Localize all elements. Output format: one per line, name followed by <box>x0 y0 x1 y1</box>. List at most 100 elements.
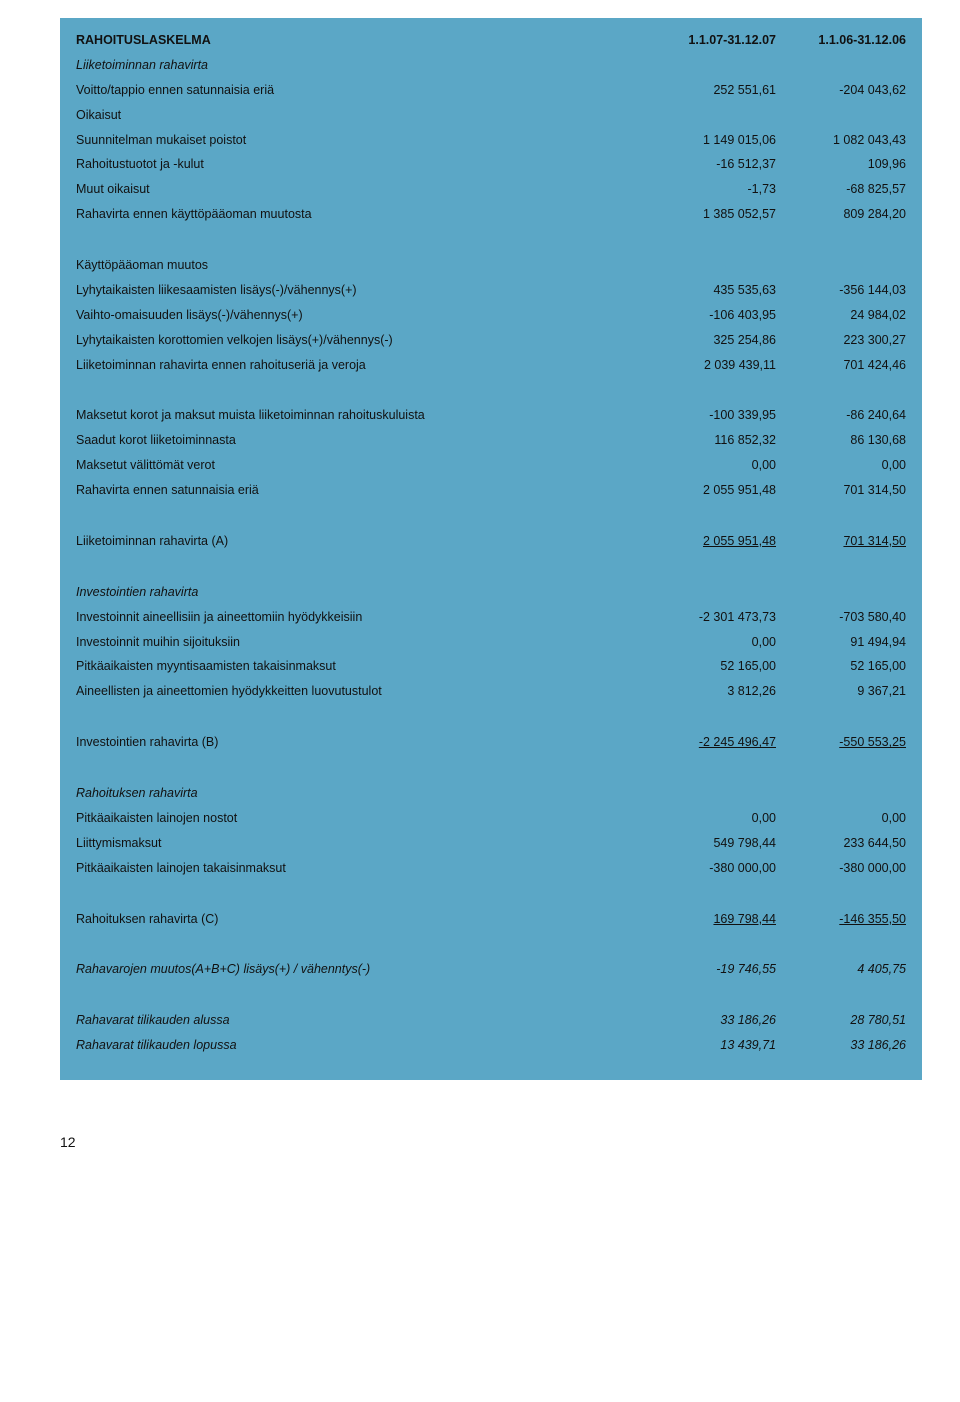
section-heading: Rahoituksen rahavirta <box>76 785 906 802</box>
row-value-1: 33 186,26 <box>636 1012 776 1029</box>
table-row: Vaihto-omaisuuden lisäys(-)/vähennys(+) … <box>76 307 906 324</box>
subtotal-c: Rahoituksen rahavirta (C) 169 798,44 -14… <box>76 911 906 928</box>
heading-label: Rahoituksen rahavirta <box>76 785 636 802</box>
page: RAHOITUSLASKELMA 1.1.07-31.12.07 1.1.06-… <box>0 18 960 1150</box>
row-value-1: 0,00 <box>636 810 776 827</box>
row-value-2: 91 494,94 <box>776 634 906 651</box>
row-value-2: 701 314,50 <box>776 482 906 499</box>
row-label: Liittymismaksut <box>76 835 636 852</box>
closing-cash-row: Rahavarat tilikauden lopussa 13 439,71 3… <box>76 1037 906 1054</box>
row-value-1: -380 000,00 <box>636 860 776 877</box>
section-heading: Käyttöpääoman muutos <box>76 257 906 274</box>
table-row: Aineellisten ja aineettomien hyödykkeitt… <box>76 683 906 700</box>
row-value-1: 549 798,44 <box>636 835 776 852</box>
table-row: Lyhytaikaisten liikesaamisten lisäys(-)/… <box>76 282 906 299</box>
row-label: Vaihto-omaisuuden lisäys(-)/vähennys(+) <box>76 307 636 324</box>
row-value-2: 86 130,68 <box>776 432 906 449</box>
row-label: Pitkäaikaisten lainojen takaisinmaksut <box>76 860 636 877</box>
row-value-2: 24 984,02 <box>776 307 906 324</box>
net-change-row: Rahavarojen muutos(A+B+C) lisäys(+) / vä… <box>76 961 906 978</box>
row-label: Rahoitustuotot ja -kulut <box>76 156 636 173</box>
row-value-2: 9 367,21 <box>776 683 906 700</box>
table-row: Lyhytaikaisten korottomien velkojen lisä… <box>76 332 906 349</box>
row-value-1: -19 746,55 <box>636 961 776 978</box>
row-value-2: 52 165,00 <box>776 658 906 675</box>
row-label: Rahavirta ennen käyttöpääoman muutosta <box>76 206 636 223</box>
subtotal-value-1: 169 798,44 <box>636 911 776 928</box>
table-row: Liiketoiminnan rahavirta ennen rahoituse… <box>76 357 906 374</box>
row-value-1: -2 301 473,73 <box>636 609 776 626</box>
opening-cash-row: Rahavarat tilikauden alussa 33 186,26 28… <box>76 1012 906 1029</box>
row-label: Lyhytaikaisten korottomien velkojen lisä… <box>76 332 636 349</box>
table-row: Saadut korot liiketoiminnasta 116 852,32… <box>76 432 906 449</box>
row-value-2: 809 284,20 <box>776 206 906 223</box>
cashflow-statement: RAHOITUSLASKELMA 1.1.07-31.12.07 1.1.06-… <box>60 18 922 1080</box>
table-row: Maksetut välittömät verot 0,00 0,00 <box>76 457 906 474</box>
table-row: Suunnitelman mukaiset poistot 1 149 015,… <box>76 132 906 149</box>
row-label: Saadut korot liiketoiminnasta <box>76 432 636 449</box>
table-row: Rahoitustuotot ja -kulut -16 512,37 109,… <box>76 156 906 173</box>
row-value-1: 0,00 <box>636 634 776 651</box>
table-row: Rahavirta ennen käyttöpääoman muutosta 1… <box>76 206 906 223</box>
subtotal-label: Rahoituksen rahavirta (C) <box>76 911 636 928</box>
table-row: Maksetut korot ja maksut muista liiketoi… <box>76 407 906 424</box>
row-value-2 <box>776 107 906 124</box>
period-2: 1.1.06-31.12.06 <box>776 32 906 49</box>
subtotal-value-2: -550 553,25 <box>776 734 906 751</box>
subtotal-label: Investointien rahavirta (B) <box>76 734 636 751</box>
row-value-1: 2 039 439,11 <box>636 357 776 374</box>
subtotal-value-1: 2 055 951,48 <box>636 533 776 550</box>
row-value-2: 1 082 043,43 <box>776 132 906 149</box>
subtotal-a: Liiketoiminnan rahavirta (A) 2 055 951,4… <box>76 533 906 550</box>
row-value-2: -68 825,57 <box>776 181 906 198</box>
row-value-1: 2 055 951,48 <box>636 482 776 499</box>
row-label: Rahavarojen muutos(A+B+C) lisäys(+) / vä… <box>76 961 636 978</box>
row-value-1: -1,73 <box>636 181 776 198</box>
row-label: Rahavarat tilikauden lopussa <box>76 1037 636 1054</box>
row-label: Rahavarat tilikauden alussa <box>76 1012 636 1029</box>
period-1: 1.1.07-31.12.07 <box>636 32 776 49</box>
row-label: Muut oikaisut <box>76 181 636 198</box>
header-row: RAHOITUSLASKELMA 1.1.07-31.12.07 1.1.06-… <box>76 32 906 49</box>
table-row: Muut oikaisut -1,73 -68 825,57 <box>76 181 906 198</box>
row-label: Voitto/tappio ennen satunnaisia eriä <box>76 82 636 99</box>
row-label: Pitkäaikaisten myyntisaamisten takaisinm… <box>76 658 636 675</box>
row-label: Maksetut korot ja maksut muista liiketoi… <box>76 407 636 424</box>
row-value-1: 52 165,00 <box>636 658 776 675</box>
row-value-2: -204 043,62 <box>776 82 906 99</box>
row-value-2: 223 300,27 <box>776 332 906 349</box>
row-value-2: 28 780,51 <box>776 1012 906 1029</box>
table-row: Voitto/tappio ennen satunnaisia eriä 252… <box>76 82 906 99</box>
row-label: Investoinnit aineellisiin ja aineettomii… <box>76 609 636 626</box>
row-value-1: -16 512,37 <box>636 156 776 173</box>
table-row: Oikaisut <box>76 107 906 124</box>
row-label: Pitkäaikaisten lainojen nostot <box>76 810 636 827</box>
row-value-2: -86 240,64 <box>776 407 906 424</box>
table-row: Liittymismaksut 549 798,44 233 644,50 <box>76 835 906 852</box>
subtotal-label: Liiketoiminnan rahavirta (A) <box>76 533 636 550</box>
row-label: Oikaisut <box>76 107 636 124</box>
row-value-1: 325 254,86 <box>636 332 776 349</box>
row-value-2: 701 424,46 <box>776 357 906 374</box>
subtotal-b: Investointien rahavirta (B) -2 245 496,4… <box>76 734 906 751</box>
row-value-1: 0,00 <box>636 457 776 474</box>
row-value-1: 116 852,32 <box>636 432 776 449</box>
row-value-1: 252 551,61 <box>636 82 776 99</box>
row-value-2: 233 644,50 <box>776 835 906 852</box>
row-label: Aineellisten ja aineettomien hyödykkeitt… <box>76 683 636 700</box>
row-label: Lyhytaikaisten liikesaamisten lisäys(-)/… <box>76 282 636 299</box>
row-value-2: -703 580,40 <box>776 609 906 626</box>
table-row: Pitkäaikaisten lainojen nostot 0,00 0,00 <box>76 810 906 827</box>
page-title: RAHOITUSLASKELMA <box>76 32 636 49</box>
row-label: Liiketoiminnan rahavirta ennen rahoituse… <box>76 357 636 374</box>
row-value-1: -100 339,95 <box>636 407 776 424</box>
section-heading: Investointien rahavirta <box>76 584 906 601</box>
table-row: Investoinnit muihin sijoituksiin 0,00 91… <box>76 634 906 651</box>
row-value-1: 3 812,26 <box>636 683 776 700</box>
row-value-1: -106 403,95 <box>636 307 776 324</box>
row-label: Suunnitelman mukaiset poistot <box>76 132 636 149</box>
row-value-1 <box>636 107 776 124</box>
table-row: Rahavirta ennen satunnaisia eriä 2 055 9… <box>76 482 906 499</box>
subtotal-value-2: 701 314,50 <box>776 533 906 550</box>
row-value-2: 0,00 <box>776 810 906 827</box>
